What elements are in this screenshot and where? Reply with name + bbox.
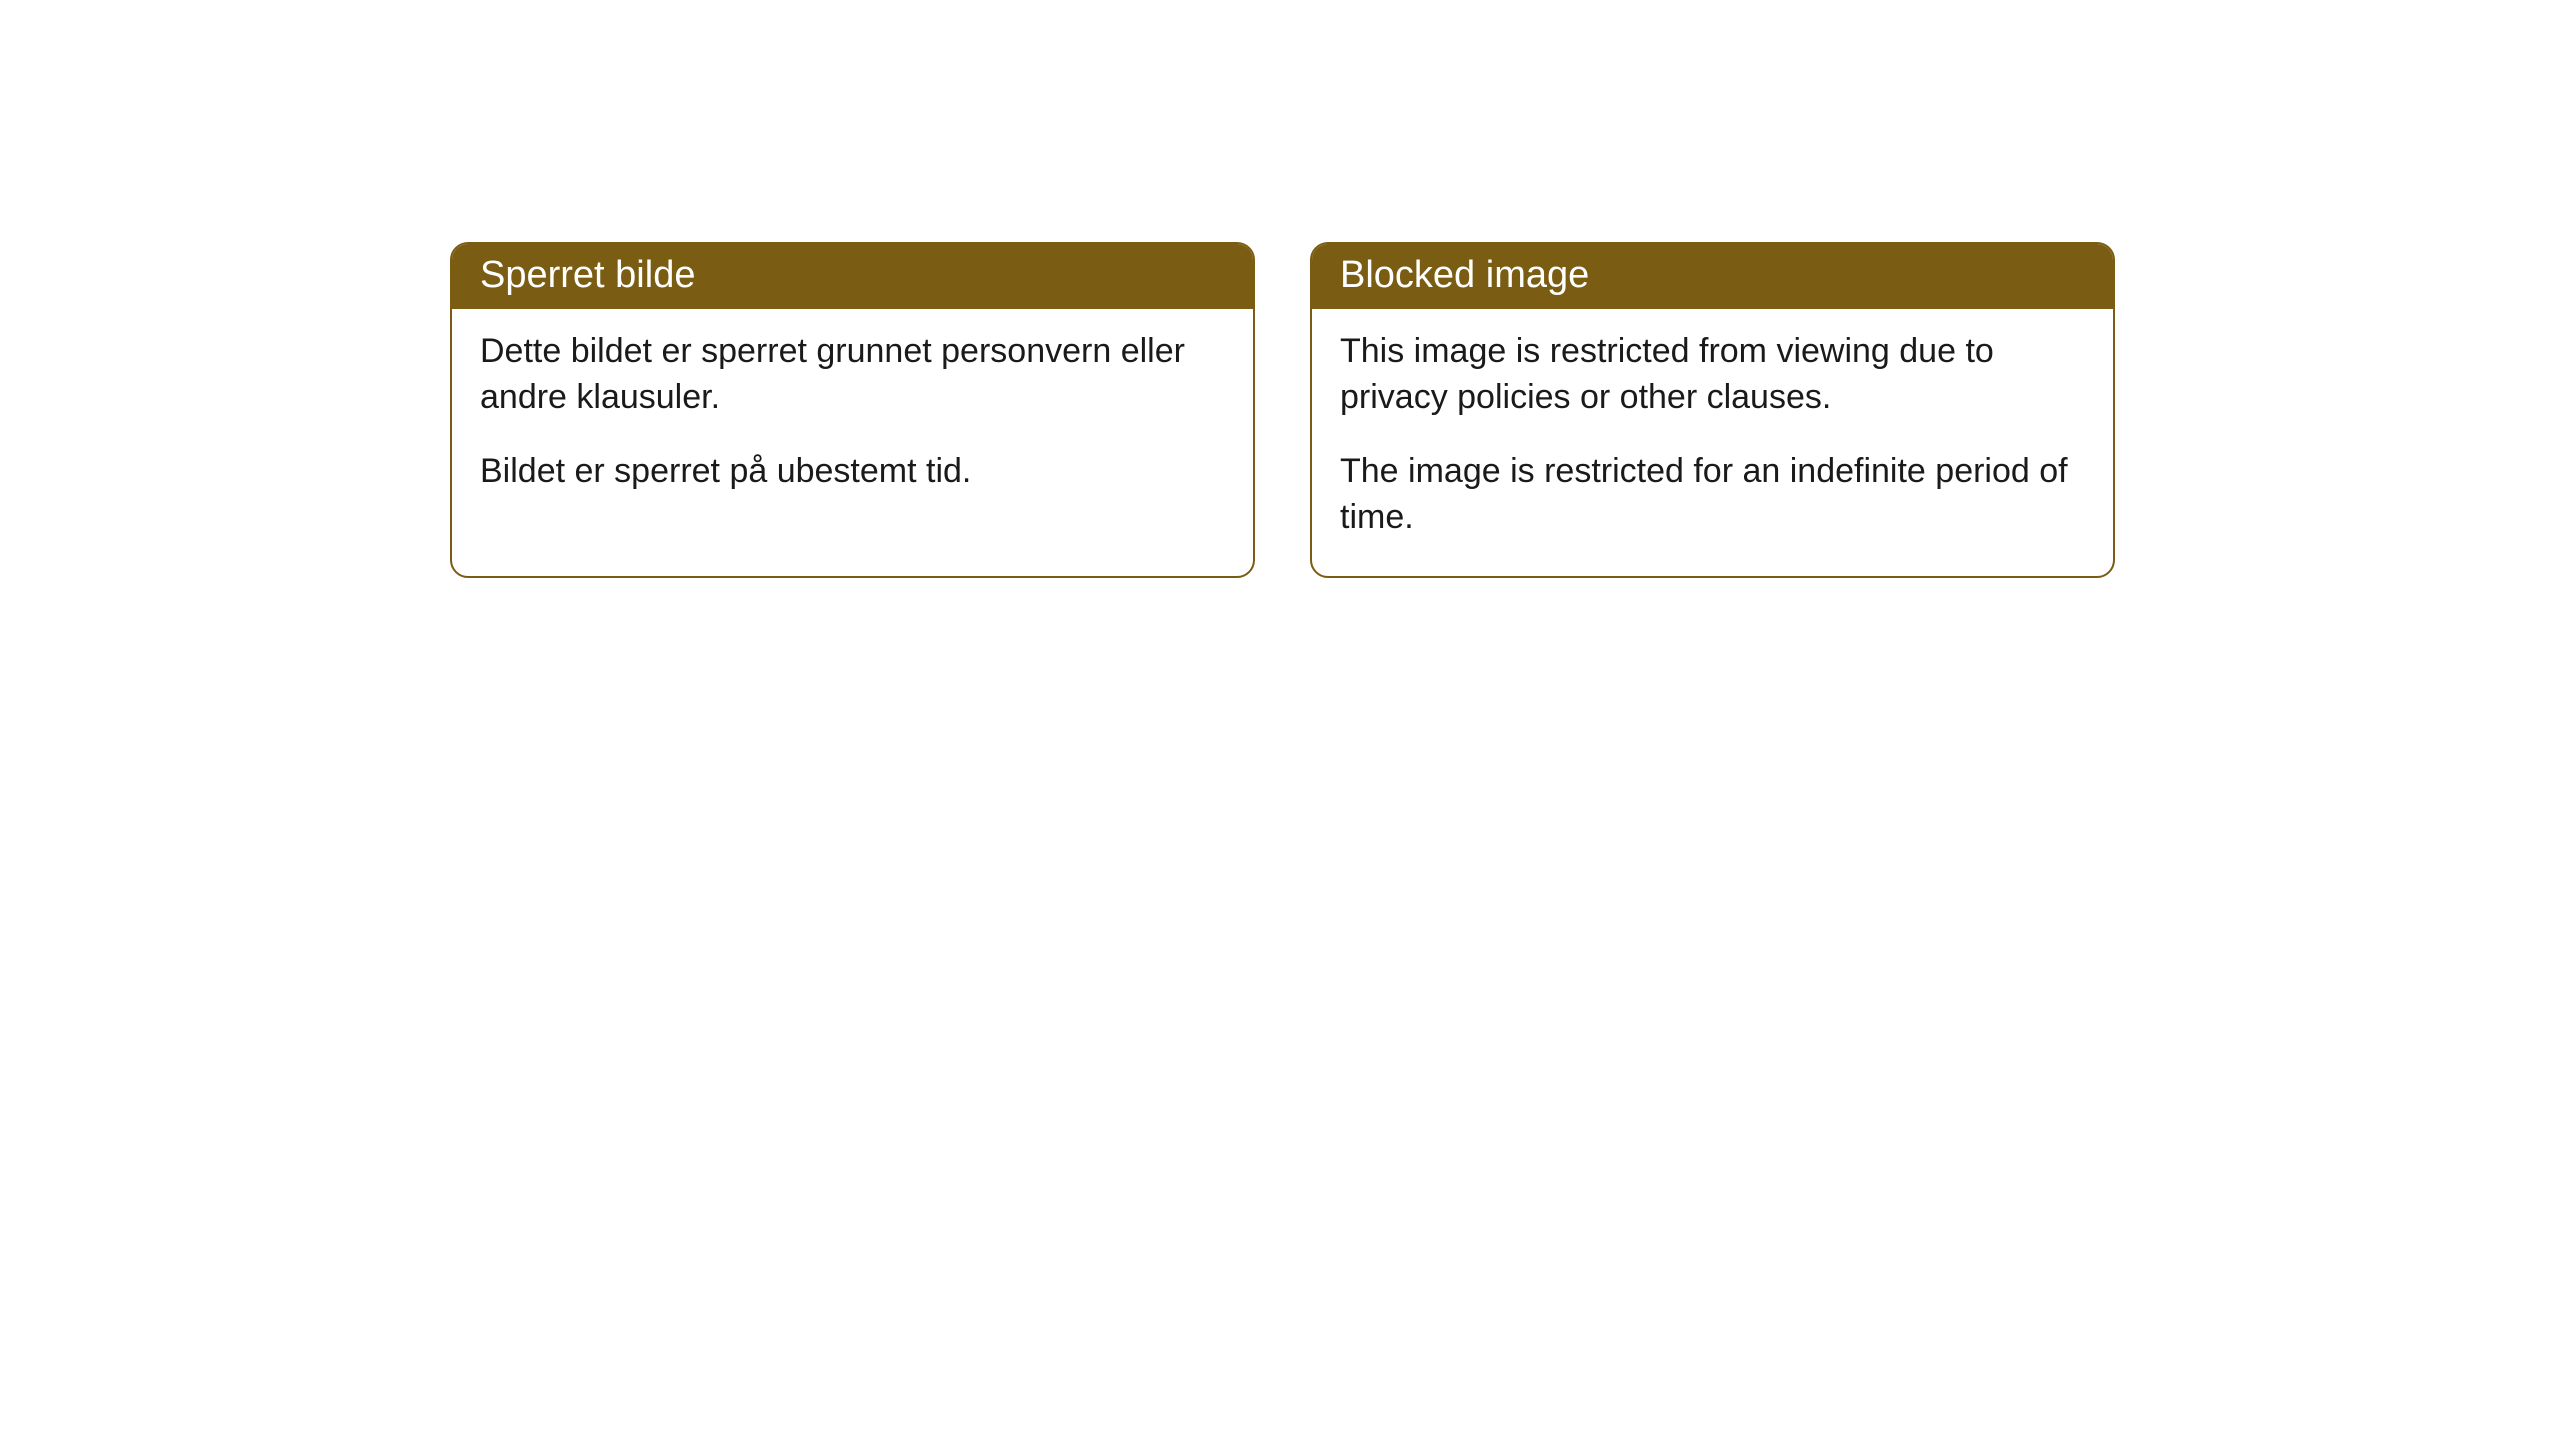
notice-body: Dette bildet er sperret grunnet personve… — [452, 309, 1253, 530]
notice-card-norwegian: Sperret bilde Dette bildet er sperret gr… — [450, 242, 1255, 578]
notice-paragraph: Dette bildet er sperret grunnet personve… — [480, 329, 1225, 421]
notice-container: Sperret bilde Dette bildet er sperret gr… — [450, 242, 2115, 578]
notice-paragraph: This image is restricted from viewing du… — [1340, 329, 2085, 421]
notice-body: This image is restricted from viewing du… — [1312, 309, 2113, 576]
notice-card-english: Blocked image This image is restricted f… — [1310, 242, 2115, 578]
notice-paragraph: Bildet er sperret på ubestemt tid. — [480, 449, 1225, 495]
notice-header: Blocked image — [1312, 244, 2113, 309]
notice-header: Sperret bilde — [452, 244, 1253, 309]
notice-paragraph: The image is restricted for an indefinit… — [1340, 449, 2085, 541]
